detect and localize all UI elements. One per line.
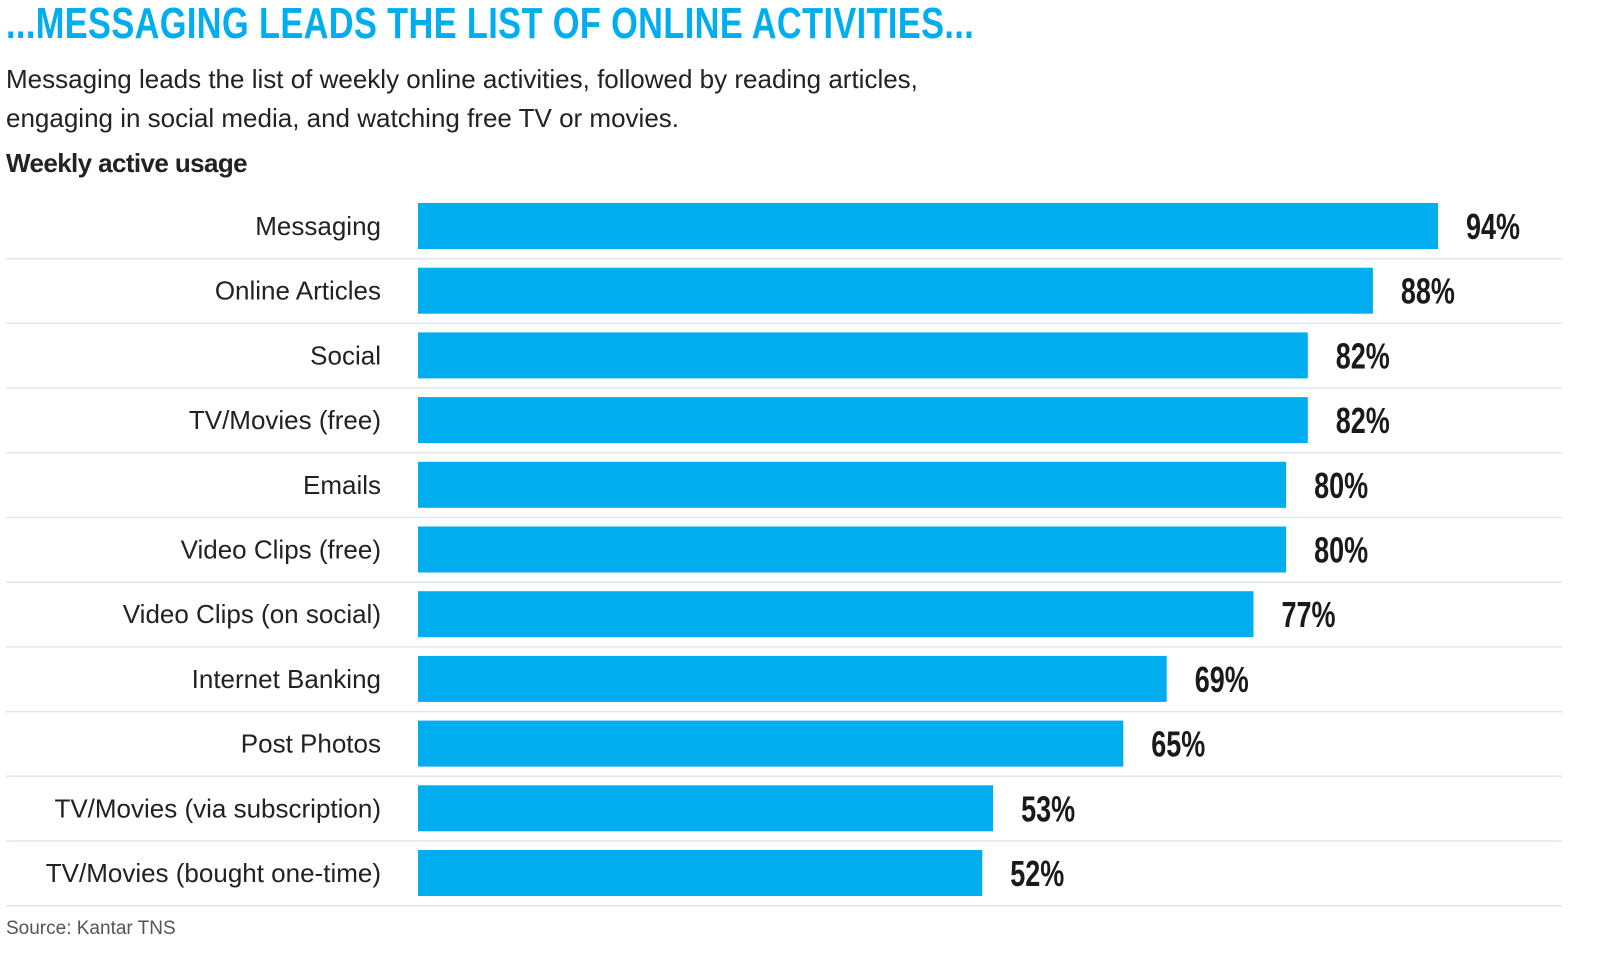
category-label: TV/Movies (via subscription)	[54, 793, 381, 823]
category-label: Video Clips (on social)	[123, 599, 381, 629]
value-label: 82%	[1336, 400, 1390, 441]
category-label: TV/Movies (bought one-time)	[46, 858, 381, 888]
category-label: Emails	[303, 470, 381, 500]
bar	[418, 591, 1254, 638]
value-label: 80%	[1314, 465, 1368, 506]
bar	[418, 461, 1287, 508]
category-label: Post Photos	[241, 729, 381, 759]
usage-label: Weekly active usage	[6, 148, 248, 178]
bar	[418, 655, 1167, 702]
value-label: 80%	[1314, 530, 1368, 571]
chart-headline: ...MESSAGING LEADS THE LIST OF ONLINE AC…	[6, 0, 975, 48]
value-label: 53%	[1021, 788, 1075, 829]
value-label: 88%	[1401, 271, 1455, 312]
value-label: 69%	[1195, 659, 1249, 700]
value-label: 94%	[1466, 206, 1520, 247]
source-note: Source: Kantar TNS	[6, 918, 176, 939]
category-label: TV/Movies (free)	[189, 405, 381, 435]
bar	[418, 850, 983, 896]
bar	[418, 526, 1287, 573]
bar	[418, 785, 994, 832]
category-label: Video Clips (free)	[181, 535, 381, 565]
bar	[418, 267, 1373, 314]
value-label: 52%	[1010, 853, 1064, 894]
bar	[418, 203, 1438, 249]
value-label: 82%	[1336, 335, 1390, 376]
category-label: Social	[310, 340, 381, 370]
category-label: Internet Banking	[192, 664, 381, 694]
value-label: 65%	[1151, 724, 1205, 765]
category-label: Messaging	[255, 211, 381, 241]
bar	[418, 397, 1308, 444]
chart-subtitle: Messaging leads the list of weekly onlin…	[6, 64, 918, 133]
category-label: Online Articles	[215, 276, 381, 306]
bar	[418, 332, 1308, 379]
value-label: 77%	[1282, 594, 1336, 635]
bar	[418, 720, 1124, 767]
